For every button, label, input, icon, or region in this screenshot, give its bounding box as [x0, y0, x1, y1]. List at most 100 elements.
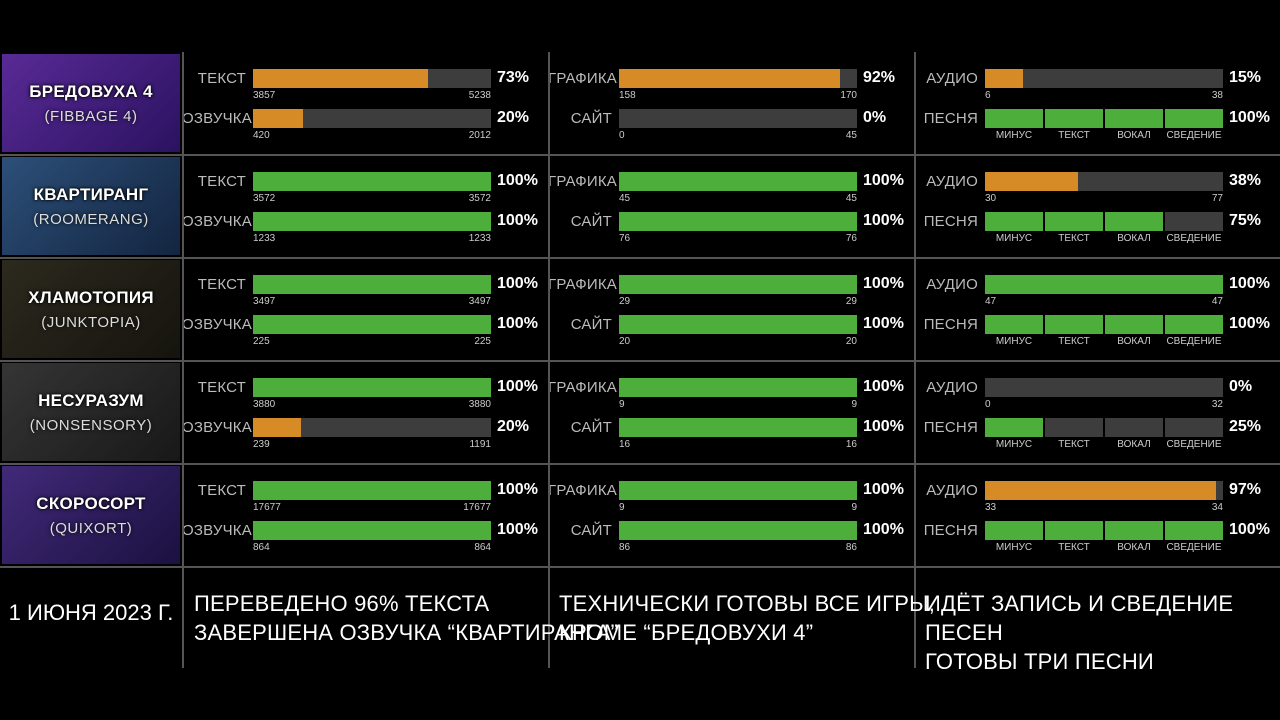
percent-value: 100% — [497, 172, 538, 189]
metric-label: ТЕКСТ — [197, 379, 246, 396]
progress-bar — [619, 521, 857, 540]
song-stage-bar — [1165, 109, 1223, 128]
row-divider — [0, 154, 1280, 156]
percent-value: 20% — [497, 109, 530, 126]
progress-bar — [985, 69, 1223, 88]
done-count: 29 — [619, 296, 631, 307]
song-stage-bar — [985, 315, 1043, 334]
game-original-title: (NONSENSORY) — [29, 416, 153, 434]
done-count: 0 — [619, 130, 625, 141]
percent-value: 100% — [497, 315, 538, 332]
percent-value: 100% — [863, 172, 904, 189]
song-stage-label: СВЕДЕНИЕ — [1166, 233, 1222, 244]
total-count: 29 — [845, 296, 857, 307]
metric-label: ОЗВУЧКА — [182, 522, 252, 539]
progress-bar — [253, 378, 491, 397]
metric-label: ПЕСНЯ — [923, 419, 978, 436]
percent-value: 100% — [1229, 521, 1270, 538]
progress-bar — [985, 172, 1223, 191]
game-original-title: (QUIXORT) — [49, 519, 133, 537]
done-count: 420 — [253, 130, 270, 141]
game-thumbnail: БРЕДОВУХА 4 (FIBBAGE 4) — [2, 54, 180, 152]
song-stage-bar — [1105, 212, 1163, 231]
metric-label: ТЕКСТ — [197, 276, 246, 293]
done-count: 86 — [619, 542, 631, 553]
progress-fill — [253, 69, 429, 88]
progress-bar — [253, 172, 491, 191]
metric-label: ПЕСНЯ — [923, 316, 978, 333]
progress-bar — [253, 481, 491, 500]
progress-bar — [619, 378, 857, 397]
done-count: 864 — [253, 542, 270, 553]
total-count: 47 — [1211, 296, 1223, 307]
metric-label: САЙТ — [570, 316, 612, 333]
metric-label: САЙТ — [570, 419, 612, 436]
total-count: 5238 — [468, 90, 491, 101]
progress-fill — [619, 418, 857, 437]
percent-value: 100% — [863, 212, 904, 229]
progress-bar — [619, 109, 857, 128]
total-count: 38 — [1211, 90, 1223, 101]
total-count: 9 — [851, 399, 857, 410]
song-stage-bar — [1105, 315, 1163, 334]
percent-value: 100% — [497, 521, 538, 538]
percent-value: 100% — [497, 212, 538, 229]
percent-value: 100% — [863, 481, 904, 498]
progress-fill — [985, 69, 1023, 88]
metric-label: ПЕСНЯ — [923, 213, 978, 230]
percent-value: 92% — [863, 69, 896, 86]
done-count: 1233 — [253, 233, 276, 244]
progress-fill — [619, 69, 841, 88]
progress-fill — [253, 172, 491, 191]
progress-bar — [253, 109, 491, 128]
metric-label: ГРАФИКА — [548, 482, 617, 499]
progress-bar — [619, 172, 857, 191]
progress-fill — [253, 212, 491, 231]
song-stage-label: МИНУС — [995, 336, 1033, 347]
song-stage-bar — [1165, 521, 1223, 540]
done-count: 0 — [985, 399, 991, 410]
progress-fill — [619, 481, 857, 500]
total-count: 9 — [851, 502, 857, 513]
song-stage-label: ВОКАЛ — [1117, 542, 1151, 553]
progress-fill — [253, 109, 303, 128]
game-original-title: (FIBBAGE 4) — [44, 107, 138, 125]
progress-bar — [253, 69, 491, 88]
done-count: 3497 — [253, 296, 276, 307]
percent-value: 97% — [1229, 481, 1262, 498]
progress-fill — [253, 315, 491, 334]
song-stage-label: ВОКАЛ — [1117, 439, 1151, 450]
song-stage-label: ТЕКСТ — [1058, 542, 1090, 553]
metric-label: ОЗВУЧКА — [182, 110, 252, 127]
song-stage-label: ТЕКСТ — [1058, 439, 1090, 450]
done-count: 3857 — [253, 90, 276, 101]
total-count: 45 — [845, 130, 857, 141]
percent-value: 100% — [863, 418, 904, 435]
progress-bar — [985, 481, 1223, 500]
percent-value: 100% — [497, 275, 538, 292]
total-count: 32 — [1211, 399, 1223, 410]
progress-fill — [985, 481, 1216, 500]
progress-bar — [619, 418, 857, 437]
game-thumbnail: КВАРТИРАНГ (ROOMERANG) — [2, 157, 180, 255]
progress-fill — [619, 275, 857, 294]
footer-line: ГОТОВЫ ТРИ ПЕСНИ — [925, 649, 1154, 674]
metric-label: САЙТ — [570, 522, 612, 539]
metric-label: САЙТ — [570, 213, 612, 230]
total-count: 1191 — [469, 439, 491, 450]
metric-label: АУДИО — [926, 379, 978, 396]
progress-bar — [253, 521, 491, 540]
percent-value: 20% — [497, 418, 530, 435]
song-stage-label: МИНУС — [995, 233, 1033, 244]
total-count: 1233 — [468, 233, 491, 244]
done-count: 17677 — [253, 502, 281, 513]
metric-label: ТЕКСТ — [197, 70, 246, 87]
progress-fill — [619, 212, 857, 231]
game-thumbnail: СКОРОСОРТ (QUIXORT) — [2, 466, 180, 564]
metric-label: ПЕСНЯ — [923, 110, 978, 127]
song-stage-label: СВЕДЕНИЕ — [1166, 336, 1222, 347]
progress-fill — [253, 275, 491, 294]
total-count: 225 — [474, 336, 491, 347]
row-divider — [0, 463, 1280, 465]
percent-value: 100% — [863, 378, 904, 395]
